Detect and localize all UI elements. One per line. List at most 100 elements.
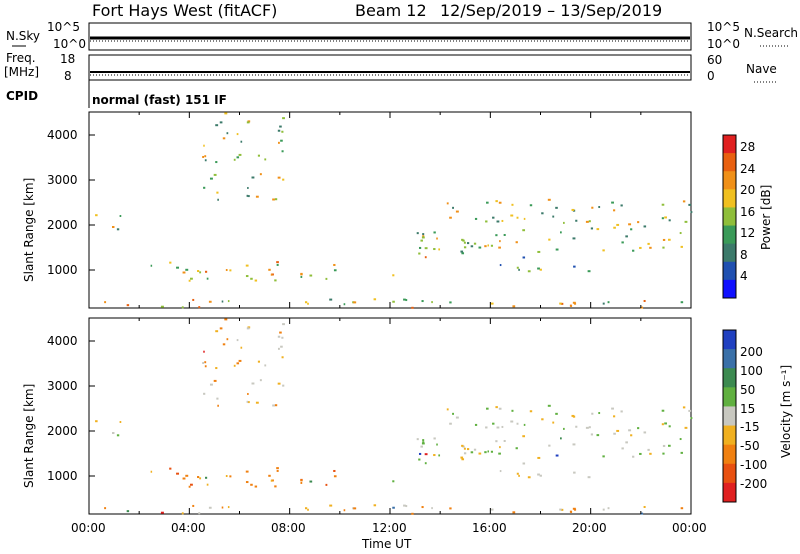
power-cell bbox=[264, 158, 267, 161]
power-cell bbox=[272, 198, 275, 201]
velocity-cell bbox=[667, 444, 671, 447]
power-cell bbox=[575, 219, 578, 222]
velocity-cell bbox=[625, 441, 628, 444]
velocity-cell bbox=[282, 384, 285, 387]
velocity-cell bbox=[418, 452, 422, 455]
power-cell bbox=[225, 269, 228, 272]
velocity-cell bbox=[282, 323, 285, 326]
nsky-tick-top: 10^5 bbox=[47, 20, 80, 34]
time-tick-4: 16:00 bbox=[472, 521, 507, 535]
velocity-cell bbox=[274, 404, 278, 407]
power-cell bbox=[516, 216, 519, 219]
power-cell bbox=[664, 216, 667, 219]
power-cell bbox=[499, 240, 501, 243]
velocity-cell bbox=[516, 472, 519, 475]
velocity-cell bbox=[449, 422, 452, 425]
velocity-colorbar-frame bbox=[722, 329, 737, 503]
power-cell bbox=[112, 226, 115, 229]
power-cell bbox=[203, 186, 206, 189]
velocity-cell bbox=[523, 423, 526, 426]
power-colorbar-swatch bbox=[723, 207, 736, 227]
velocity-cell bbox=[185, 474, 189, 477]
velocity-cell bbox=[221, 506, 224, 509]
velocity-cell bbox=[276, 469, 279, 472]
power-cell bbox=[516, 266, 519, 269]
power-cell bbox=[446, 202, 449, 205]
power-cell bbox=[529, 204, 533, 207]
velocity-cell bbox=[257, 360, 260, 363]
velocity-colorbar-ticks: 200 100 50 15 -15 -50 -100 -200 bbox=[740, 345, 767, 491]
power-cell bbox=[192, 298, 195, 301]
freq-tick-top: 18 bbox=[60, 52, 75, 66]
power-cell bbox=[176, 266, 180, 269]
power-cell bbox=[216, 191, 219, 194]
nave-tick-top: 60 bbox=[707, 53, 722, 67]
velocity-cell bbox=[522, 462, 526, 465]
power-cell bbox=[485, 220, 488, 223]
vel-cb-tick-200: 200 bbox=[740, 345, 763, 359]
velocity-cell bbox=[573, 508, 577, 511]
velocity-cell bbox=[575, 425, 578, 428]
velocity-cell bbox=[245, 470, 249, 473]
velocity-cell bbox=[277, 335, 281, 338]
velocity-cell bbox=[647, 448, 650, 451]
velocity-cell bbox=[461, 444, 464, 447]
velocity-cell bbox=[240, 346, 243, 349]
velocity-cell bbox=[264, 364, 267, 367]
velocity-cell bbox=[537, 456, 541, 459]
power-cell bbox=[300, 275, 303, 278]
power-cell bbox=[276, 263, 279, 266]
velocity-cell bbox=[421, 506, 424, 509]
power-cell bbox=[271, 273, 274, 276]
nsky-tick-bottom: 10^0 bbox=[53, 37, 86, 51]
power-cell bbox=[591, 206, 594, 209]
power-colorbar-swatch bbox=[723, 225, 736, 245]
velocity-cell bbox=[392, 506, 395, 509]
velocity-cell bbox=[684, 426, 688, 429]
power-cell bbox=[268, 268, 271, 271]
power-cell bbox=[461, 252, 465, 255]
velocity-cell bbox=[446, 408, 449, 411]
nsearch-tick-bottom: 10^0 bbox=[707, 37, 740, 51]
velocity-cell bbox=[640, 512, 644, 515]
power-cell bbox=[307, 302, 309, 305]
velocity-cell bbox=[160, 511, 164, 514]
velocity-cell bbox=[668, 425, 671, 428]
power-cell bbox=[643, 225, 647, 228]
power-cell bbox=[570, 304, 573, 307]
velocity-cell bbox=[213, 379, 217, 382]
velocity-cell bbox=[199, 477, 202, 480]
nsky-panel bbox=[88, 22, 692, 51]
velocity-cell bbox=[630, 434, 633, 437]
cpid-text: normal (fast) 151 IF bbox=[92, 93, 227, 107]
power-cell bbox=[204, 155, 207, 158]
velocity-cell bbox=[104, 507, 107, 510]
power-cell bbox=[219, 121, 223, 124]
velocity-cell bbox=[478, 452, 482, 455]
power-colorbar-swatch bbox=[723, 279, 736, 299]
power-cell bbox=[643, 299, 646, 302]
power-cell bbox=[150, 264, 153, 267]
velocity-cell bbox=[518, 474, 520, 477]
velocity-cell bbox=[639, 452, 642, 455]
velocity-cell bbox=[274, 485, 277, 488]
velocity-cell bbox=[560, 437, 562, 440]
power-range-tick-1000: 1000 bbox=[47, 263, 78, 277]
power-cell bbox=[424, 247, 428, 250]
power-cell bbox=[205, 270, 208, 273]
time-axis: 00:00 04:00 08:00 12:00 16:00 20:00 00:0… bbox=[71, 521, 707, 551]
vel-cb-tick-100: 100 bbox=[740, 364, 763, 378]
power-cell bbox=[596, 228, 600, 231]
velocity-cell bbox=[333, 475, 337, 478]
power-cell bbox=[661, 217, 664, 220]
velocity-cell bbox=[206, 483, 209, 486]
velocity-colorbar-swatch bbox=[723, 444, 736, 465]
velocity-cell bbox=[492, 422, 495, 425]
velocity-cell bbox=[571, 414, 575, 417]
velocity-colorbar-swatch bbox=[723, 330, 736, 350]
power-cell bbox=[226, 132, 229, 135]
velocity-cell bbox=[598, 412, 601, 415]
velocity-cell bbox=[325, 483, 328, 486]
velocity-cell bbox=[281, 336, 284, 339]
velocity-cell bbox=[227, 506, 230, 509]
